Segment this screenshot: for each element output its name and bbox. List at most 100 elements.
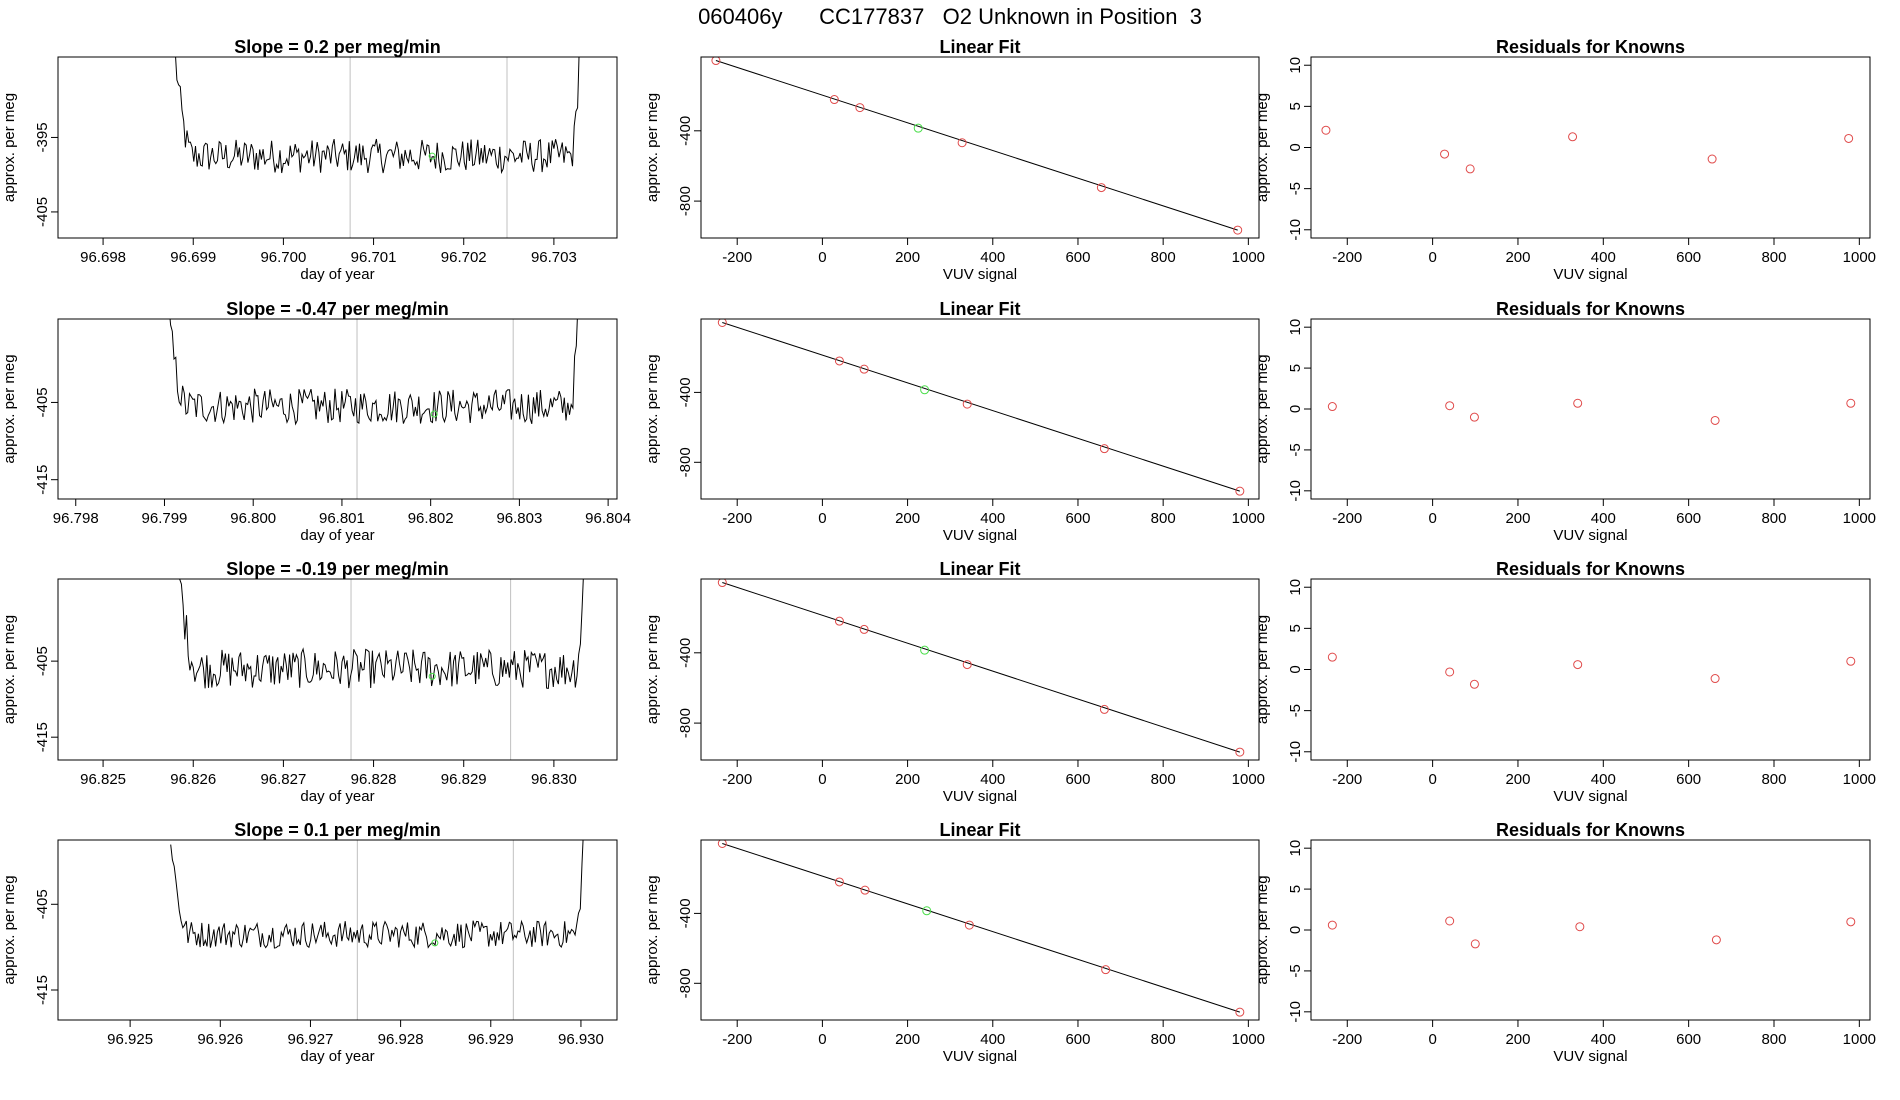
x-tick-label: 96.926 — [197, 1031, 243, 1048]
chart-panel-7: Slope = -0.19 per meg/min 96.825 96.826 96.… — [1, 559, 618, 805]
known-point — [1846, 917, 1856, 927]
chart-title: Linear Fit — [939, 820, 1020, 840]
x-axis-label: VUV signal — [943, 527, 1017, 544]
known-point — [1235, 486, 1245, 496]
y-axis-label: approx. per meg — [1254, 354, 1271, 463]
chart-panel-4: Slope = -0.47 per meg/min 96.798 96.799 96.… — [1, 299, 631, 544]
x-tick-label: 96.927 — [288, 1031, 334, 1048]
x-tick-label: 400 — [980, 1031, 1005, 1048]
y-tick-label: -800 — [677, 708, 694, 738]
unknown-point — [920, 645, 930, 655]
x-tick-label: 96.928 — [378, 1031, 424, 1048]
x-tick-label: 96.800 — [230, 510, 276, 527]
x-tick-label: 96.801 — [319, 510, 365, 527]
x-tick-label: 0 — [818, 510, 826, 527]
plot-area — [175, 57, 580, 238]
y-axis-label: approx. per meg — [1, 615, 18, 724]
per-meg-trace — [175, 57, 580, 175]
known-point — [962, 399, 972, 409]
plot-frame — [1310, 578, 1871, 761]
x-axis-label: VUV signal — [1553, 788, 1627, 805]
fit-line — [722, 322, 1240, 492]
x-tick-label: -200 — [1332, 510, 1362, 527]
x-tick-label: 96.828 — [351, 771, 397, 788]
x-axis-label: VUV signal — [1553, 266, 1627, 283]
unknown-marker — [428, 672, 436, 680]
plot-frame — [700, 318, 1260, 500]
chart-panel-2: Linear Fit -200 0 200 400 600 800 1000 VUV signa… — [644, 37, 1265, 283]
y-tick-label: -800 — [677, 186, 694, 216]
plot-frame — [57, 318, 618, 500]
x-tick-label: 96.829 — [441, 771, 487, 788]
x-tick-label: 600 — [1676, 249, 1701, 266]
x-tick-label: 600 — [1065, 1031, 1090, 1048]
plot-frame — [1310, 56, 1871, 239]
x-tick-label: 400 — [980, 771, 1005, 788]
x-tick-label: 96.825 — [80, 771, 126, 788]
x-tick-label: 600 — [1065, 249, 1090, 266]
unknown-point — [920, 385, 930, 395]
x-tick-label: 200 — [1505, 510, 1530, 527]
chart-title: Residuals for Knowns — [1496, 299, 1685, 319]
y-tick-label: -5 — [1287, 704, 1304, 717]
x-tick-label: 96.699 — [170, 249, 216, 266]
chart-panel-3: Residuals for Knowns-200 0 200 400 600 800 100… — [1254, 37, 1876, 283]
chart-title: Linear Fit — [939, 299, 1020, 319]
known-point — [1469, 412, 1479, 422]
x-tick-label: 200 — [895, 1031, 920, 1048]
y-tick-label: -400 — [677, 377, 694, 407]
x-tick-label: 1000 — [1232, 771, 1265, 788]
y-tick-label: -5 — [1287, 443, 1304, 456]
x-tick-label: 1000 — [1232, 510, 1265, 527]
y-tick-label: -405 — [34, 889, 51, 919]
x-axis-label: VUV signal — [1553, 1048, 1627, 1065]
x-tick-label: 96.826 — [170, 771, 216, 788]
x-tick-label: 200 — [1505, 249, 1530, 266]
unknown-marker — [430, 410, 438, 418]
x-tick-label: 1000 — [1232, 1031, 1265, 1048]
known-point — [1235, 747, 1245, 757]
x-tick-label: 96.804 — [585, 510, 631, 527]
x-tick-label: 96.798 — [53, 510, 99, 527]
x-axis-label: day of year — [300, 527, 374, 544]
per-meg-trace — [179, 579, 584, 689]
x-tick-label: 96.930 — [558, 1031, 604, 1048]
x-tick-label: 0 — [818, 1031, 826, 1048]
x-tick-label: 96.799 — [142, 510, 188, 527]
chart-title: Residuals for Knowns — [1496, 820, 1685, 840]
plot-area — [1327, 398, 1856, 425]
y-tick-label: 5 — [1287, 102, 1304, 110]
y-tick-label: 5 — [1287, 624, 1304, 632]
known-point — [1327, 652, 1337, 662]
y-axis-label: approx. per meg — [1254, 875, 1271, 984]
known-point — [1573, 398, 1583, 408]
x-tick-label: 400 — [1591, 510, 1616, 527]
y-tick-label: -415 — [34, 722, 51, 752]
y-tick-label: -405 — [34, 387, 51, 417]
x-tick-label: 800 — [1761, 1031, 1786, 1048]
known-point — [859, 624, 869, 634]
plot-area — [1327, 652, 1856, 689]
chart-title: Linear Fit — [939, 37, 1020, 57]
plot-area — [1327, 916, 1856, 949]
y-tick-label: 5 — [1287, 885, 1304, 893]
plot-frame — [57, 839, 618, 1021]
plot-area — [179, 579, 584, 760]
known-point — [860, 885, 870, 895]
chart-title: Residuals for Knowns — [1496, 37, 1685, 57]
x-axis-label: day of year — [300, 266, 374, 283]
x-tick-label: 96.827 — [260, 771, 306, 788]
known-point — [1465, 164, 1475, 174]
y-tick-label: 10 — [1287, 319, 1304, 336]
y-tick-label: -10 — [1287, 219, 1304, 241]
y-tick-label: -400 — [677, 638, 694, 668]
chart-title: Slope = -0.19 per meg/min — [226, 559, 449, 579]
x-tick-label: 0 — [1428, 1031, 1436, 1048]
y-axis-label: approx. per meg — [644, 93, 661, 202]
y-tick-label: -10 — [1287, 480, 1304, 502]
known-point — [962, 660, 972, 670]
known-point — [957, 138, 967, 148]
known-point — [859, 364, 869, 374]
x-tick-label: 0 — [818, 771, 826, 788]
